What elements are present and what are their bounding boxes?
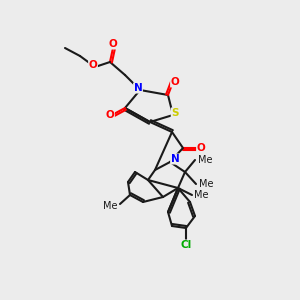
Text: O: O (88, 60, 98, 70)
Text: N: N (134, 83, 142, 93)
Text: O: O (171, 77, 179, 87)
Text: Me: Me (103, 201, 117, 211)
Text: O: O (106, 110, 114, 120)
Text: N: N (171, 154, 179, 164)
Text: Cl: Cl (180, 240, 192, 250)
Text: O: O (196, 143, 206, 153)
Text: S: S (171, 108, 179, 118)
Text: Me: Me (199, 179, 214, 189)
Text: Me: Me (194, 190, 208, 200)
Text: Me: Me (198, 155, 212, 165)
Text: O: O (109, 39, 117, 49)
